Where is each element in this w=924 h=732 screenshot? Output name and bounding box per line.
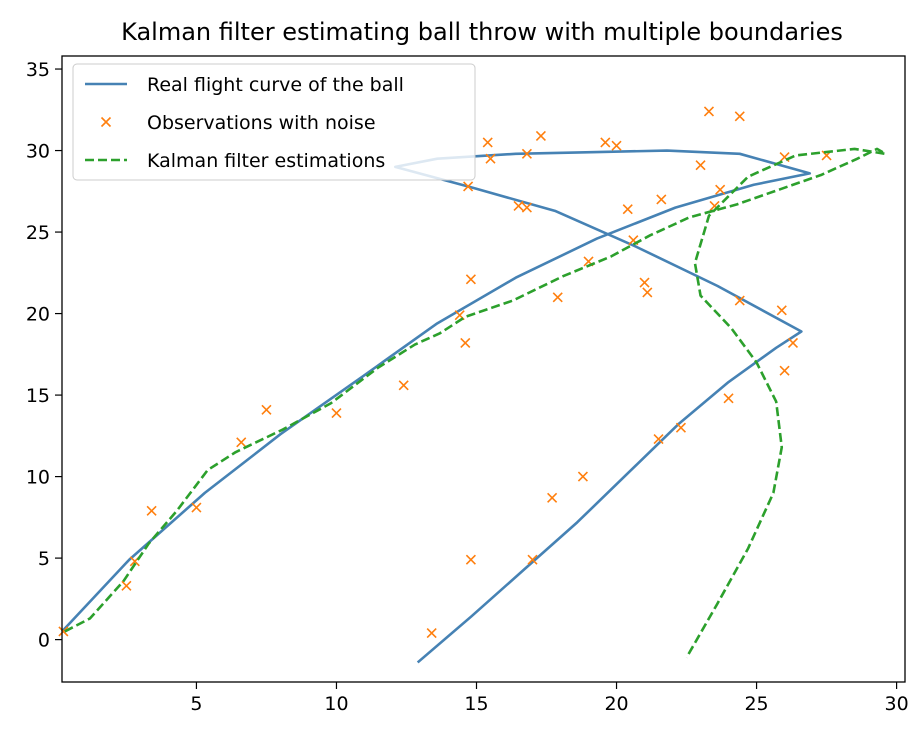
observation-point [482, 137, 493, 148]
axes-frame [61, 55, 906, 683]
observation-point [695, 160, 706, 171]
observation-point [521, 148, 532, 159]
real-flight-line [61, 149, 812, 664]
observation-point [121, 580, 132, 591]
observation-point [485, 153, 496, 164]
plot-area [58, 106, 887, 664]
y-tick-label: 5 [38, 548, 50, 570]
observation-point [734, 111, 745, 122]
observation-point [715, 184, 726, 195]
observation-point [642, 287, 653, 298]
y-tick-label: 15 [26, 385, 50, 407]
observation-point [577, 471, 588, 482]
observation-point [426, 628, 437, 639]
observation-point [398, 380, 409, 391]
x-tick-label: 15 [464, 693, 488, 715]
observation-point [236, 437, 247, 448]
observation-point [622, 204, 633, 215]
legend-label: Kalman filter estimations [147, 150, 385, 172]
x-tick-label: 20 [604, 693, 628, 715]
kalman-estimation-line [64, 147, 887, 659]
y-tick-label: 30 [26, 141, 50, 163]
observation-point [535, 130, 546, 141]
legend: Real flight curve of the ball Observation… [72, 63, 476, 181]
observation-point [639, 277, 650, 288]
y-tick-label: 35 [26, 59, 50, 81]
observation-point [460, 337, 471, 348]
y-tick-label: 10 [26, 467, 50, 489]
observation-point [146, 505, 157, 516]
x-tick-label: 10 [324, 693, 348, 715]
observation-point [776, 305, 787, 316]
observation-point [703, 106, 715, 117]
legend-box [72, 63, 476, 181]
x-axis: 5 10 15 20 25 30 [190, 682, 909, 715]
x-tick-label: 25 [744, 693, 768, 715]
observation-point [465, 274, 476, 285]
x-tick-label: 5 [190, 693, 202, 715]
observation-point [600, 137, 611, 148]
observation-point [656, 194, 667, 205]
y-tick-label: 20 [26, 304, 50, 326]
observation-point [58, 626, 69, 637]
legend-label: Real flight curve of the ball [147, 74, 404, 96]
legend-label: Observations with noise [147, 112, 376, 134]
observation-point [191, 502, 202, 513]
observation-point [611, 140, 622, 151]
observation-point [261, 404, 272, 415]
observation-point [552, 292, 563, 303]
observation-point [463, 181, 474, 192]
legend-marker [100, 116, 112, 128]
observation-point [513, 200, 524, 212]
observation-point [547, 492, 558, 503]
observation-point [787, 337, 799, 348]
observation-point [653, 434, 664, 445]
chart-title: Kalman filter estimating ball throw with… [121, 18, 843, 46]
y-axis: 0 5 10 15 20 25 30 35 [26, 59, 62, 652]
observation-point [331, 407, 342, 419]
x-tick-label: 30 [885, 693, 909, 715]
observation-point [465, 554, 476, 565]
y-tick-label: 0 [38, 630, 50, 652]
observation-point [723, 393, 734, 404]
y-tick-label: 25 [26, 222, 50, 244]
observation-point [521, 202, 532, 213]
observation-point [527, 554, 538, 565]
observation-point [734, 295, 745, 306]
observation-point [779, 365, 790, 376]
observation-point [675, 422, 687, 433]
